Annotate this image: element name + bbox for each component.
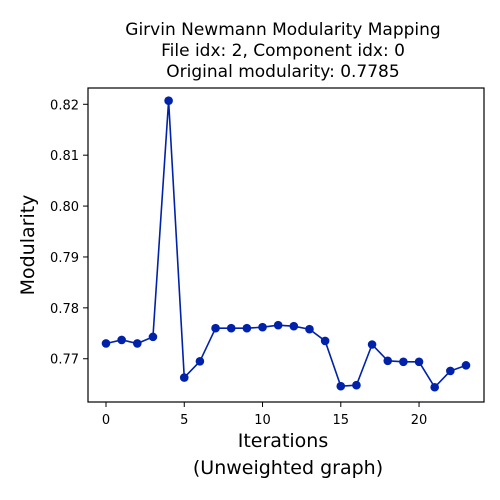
data-point [273, 320, 283, 330]
data-point [383, 356, 393, 366]
data-point [148, 332, 158, 342]
y-tick-label: 0.82 [50, 98, 79, 113]
data-point [320, 336, 330, 346]
data-point [336, 381, 346, 391]
x-tick-label: 0 [102, 413, 110, 428]
chart-title-line-3: Original modularity: 0.7785 [166, 62, 399, 82]
data-point [446, 366, 455, 376]
data-point [352, 380, 361, 390]
y-tick-label: 0.81 [50, 149, 79, 164]
data-point [430, 382, 439, 392]
data-point [399, 357, 408, 367]
chart-title-line-2: File idx: 2, Component idx: 0 [161, 41, 405, 61]
data-point [461, 361, 471, 370]
x-tick-label: 15 [333, 413, 350, 428]
data-point [101, 339, 111, 348]
data-point [242, 323, 252, 333]
x-axis-sublabel: (Unweighted graph) [193, 457, 383, 479]
plot-frame [87, 87, 485, 403]
y-tick-label: 0.80 [50, 200, 79, 215]
data-point [117, 335, 126, 345]
chart-title-line-1: Girvin Newmann Modularity Mapping [125, 20, 440, 40]
data-point [305, 324, 314, 334]
y-axis-label: Modularity [17, 195, 39, 296]
data-point [164, 96, 173, 106]
x-axis-label: Iterations [238, 430, 329, 452]
y-tick-label: 0.77 [50, 353, 79, 368]
series-line [105, 99, 467, 389]
data-point [289, 321, 299, 331]
data-point [179, 373, 189, 382]
data-point [133, 339, 142, 348]
x-tick-label: 20 [411, 413, 428, 428]
x-tick-label: 5 [180, 413, 188, 428]
data-point [211, 323, 220, 333]
data-point [226, 323, 236, 333]
plot-area: 0 5 10 15 20 0.77 0.78 0.79 0.80 0.81 0.82 [50, 96, 471, 428]
data-point [195, 356, 205, 366]
x-tick-label: 10 [254, 413, 271, 428]
data-point [414, 357, 424, 367]
data-point [258, 322, 267, 332]
data-point [367, 340, 377, 349]
y-tick-label: 0.79 [50, 251, 79, 266]
y-tick-label: 0.78 [50, 302, 79, 317]
